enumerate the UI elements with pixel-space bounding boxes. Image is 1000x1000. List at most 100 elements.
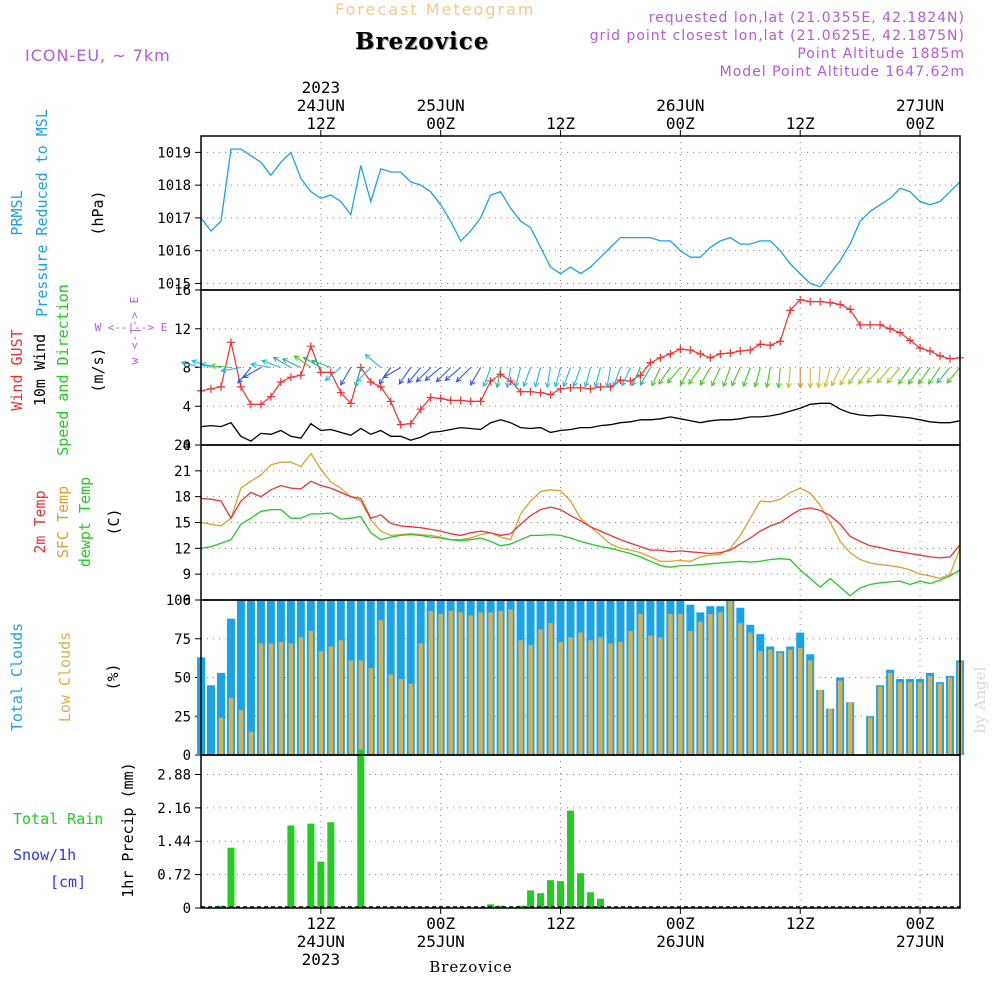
wind-direction-arrow (455, 367, 472, 383)
gust-marker (466, 397, 475, 406)
low-cloud-bar (927, 675, 933, 755)
low-cloud-bar (468, 615, 473, 755)
gust-marker (626, 377, 635, 386)
point-altitude: Point Altitude 1885m (797, 46, 965, 62)
label-dewpt-temp: dewpt Temp (76, 477, 94, 567)
arrow-shaft (858, 367, 871, 385)
wind-direction-arrow (250, 361, 272, 369)
low-cloud-bar (548, 623, 553, 755)
panel-border (200, 135, 961, 291)
label-cm: [cm] (50, 873, 86, 891)
total-cloud-bar (216, 672, 225, 755)
arrow-head (324, 375, 331, 382)
arrow-shaft (766, 367, 771, 388)
arrow-head (553, 381, 560, 388)
bottom-time-label: 12Z (306, 914, 335, 933)
low-cloud-bar (228, 697, 234, 755)
wind-direction-arrow (572, 367, 582, 388)
gust-marker (776, 337, 785, 346)
arrow-head (876, 377, 883, 384)
arrow-shaft (777, 367, 781, 388)
wind-direction-arrow (209, 363, 232, 369)
y-tick-label: 50 (174, 671, 191, 687)
gust-marker (576, 383, 585, 392)
low-cloud-bar (288, 643, 294, 755)
arrow-head (679, 379, 685, 386)
gust-marker (786, 306, 795, 315)
wind-direction-arrow (220, 366, 242, 374)
arrow-head (815, 382, 822, 389)
arrow-head (470, 379, 476, 386)
low-cloud-bar (388, 674, 393, 755)
arrow-head (398, 378, 404, 385)
location-title: Brezovice (355, 28, 490, 55)
gust-marker (896, 328, 905, 337)
arrow-shaft (688, 367, 701, 385)
arrow-head (857, 378, 864, 385)
panel-2: 0 4 8 12 16 (174, 283, 964, 454)
low-cloud-bar (638, 613, 643, 755)
panel-border (200, 444, 961, 601)
arrow-shaft (221, 366, 242, 372)
low-cloud-bar (588, 640, 593, 755)
gust-marker (536, 388, 545, 397)
arrow-head (604, 382, 611, 389)
arrow-head (722, 381, 728, 388)
gust-marker (906, 336, 915, 345)
wind-direction-arrow (495, 367, 502, 389)
gust-marker (306, 342, 315, 351)
label-snow: Snow/1h (13, 846, 76, 864)
total-cloud-bar (246, 600, 255, 755)
gust-marker (766, 341, 775, 350)
y-tick-label: 1015 (157, 276, 191, 292)
wind-direction-arrow (775, 367, 782, 389)
low-cloud-bar (847, 702, 853, 755)
arrow-head (435, 376, 442, 383)
wind-direction-arrow (897, 367, 911, 385)
total-cloud-bar (236, 600, 245, 755)
gust-marker (376, 382, 385, 391)
y-tick-label: 1017 (157, 211, 191, 227)
gust-marker (686, 346, 695, 355)
low-cloud-bar (558, 641, 563, 755)
wind-direction-arrow (310, 359, 332, 369)
low-cloud-bar (428, 610, 433, 755)
gust-marker (676, 345, 685, 354)
gust-marker (936, 351, 945, 360)
low-cloud-bar (518, 640, 523, 755)
arrow-head (742, 381, 748, 388)
bottom-time-label: 00Z (666, 914, 695, 933)
low-cloud-bar (917, 682, 923, 755)
gust-marker (546, 390, 555, 399)
arrow-shaft (325, 367, 342, 381)
wind-direction-arrow (753, 367, 761, 388)
gust-marker (226, 338, 235, 347)
gust-marker (526, 387, 535, 396)
y-tick-label: 1018 (157, 178, 191, 194)
wind-direction-arrow (710, 367, 721, 387)
gust-marker (716, 349, 725, 358)
rain-bar (547, 880, 555, 908)
top-time-label: 2023 (302, 78, 341, 97)
arrow-shaft (563, 367, 572, 387)
label-hpa: (hPa) (89, 190, 107, 235)
label-ms: (m/s) (89, 347, 107, 392)
low-cloud-bar (308, 631, 314, 755)
low-cloud-bar (528, 644, 533, 755)
top-time-label: 25JUN (417, 96, 465, 115)
arrow-shaft (534, 367, 542, 387)
wind-direction-arrow (261, 359, 282, 369)
rain-bar (586, 892, 594, 908)
gust-marker (446, 396, 455, 405)
arrow-shaft (606, 367, 612, 388)
y-tick-label: 2.16 (157, 801, 191, 817)
rain-bar (487, 904, 495, 908)
arrow-shaft (311, 360, 332, 369)
arrow-head (710, 380, 717, 387)
y-tick-label: 15 (174, 516, 191, 532)
gust-marker (396, 420, 405, 429)
rain-bar (557, 881, 565, 908)
arrow-head (482, 381, 488, 388)
arrow-shaft (824, 367, 831, 387)
gust-marker (366, 378, 375, 387)
